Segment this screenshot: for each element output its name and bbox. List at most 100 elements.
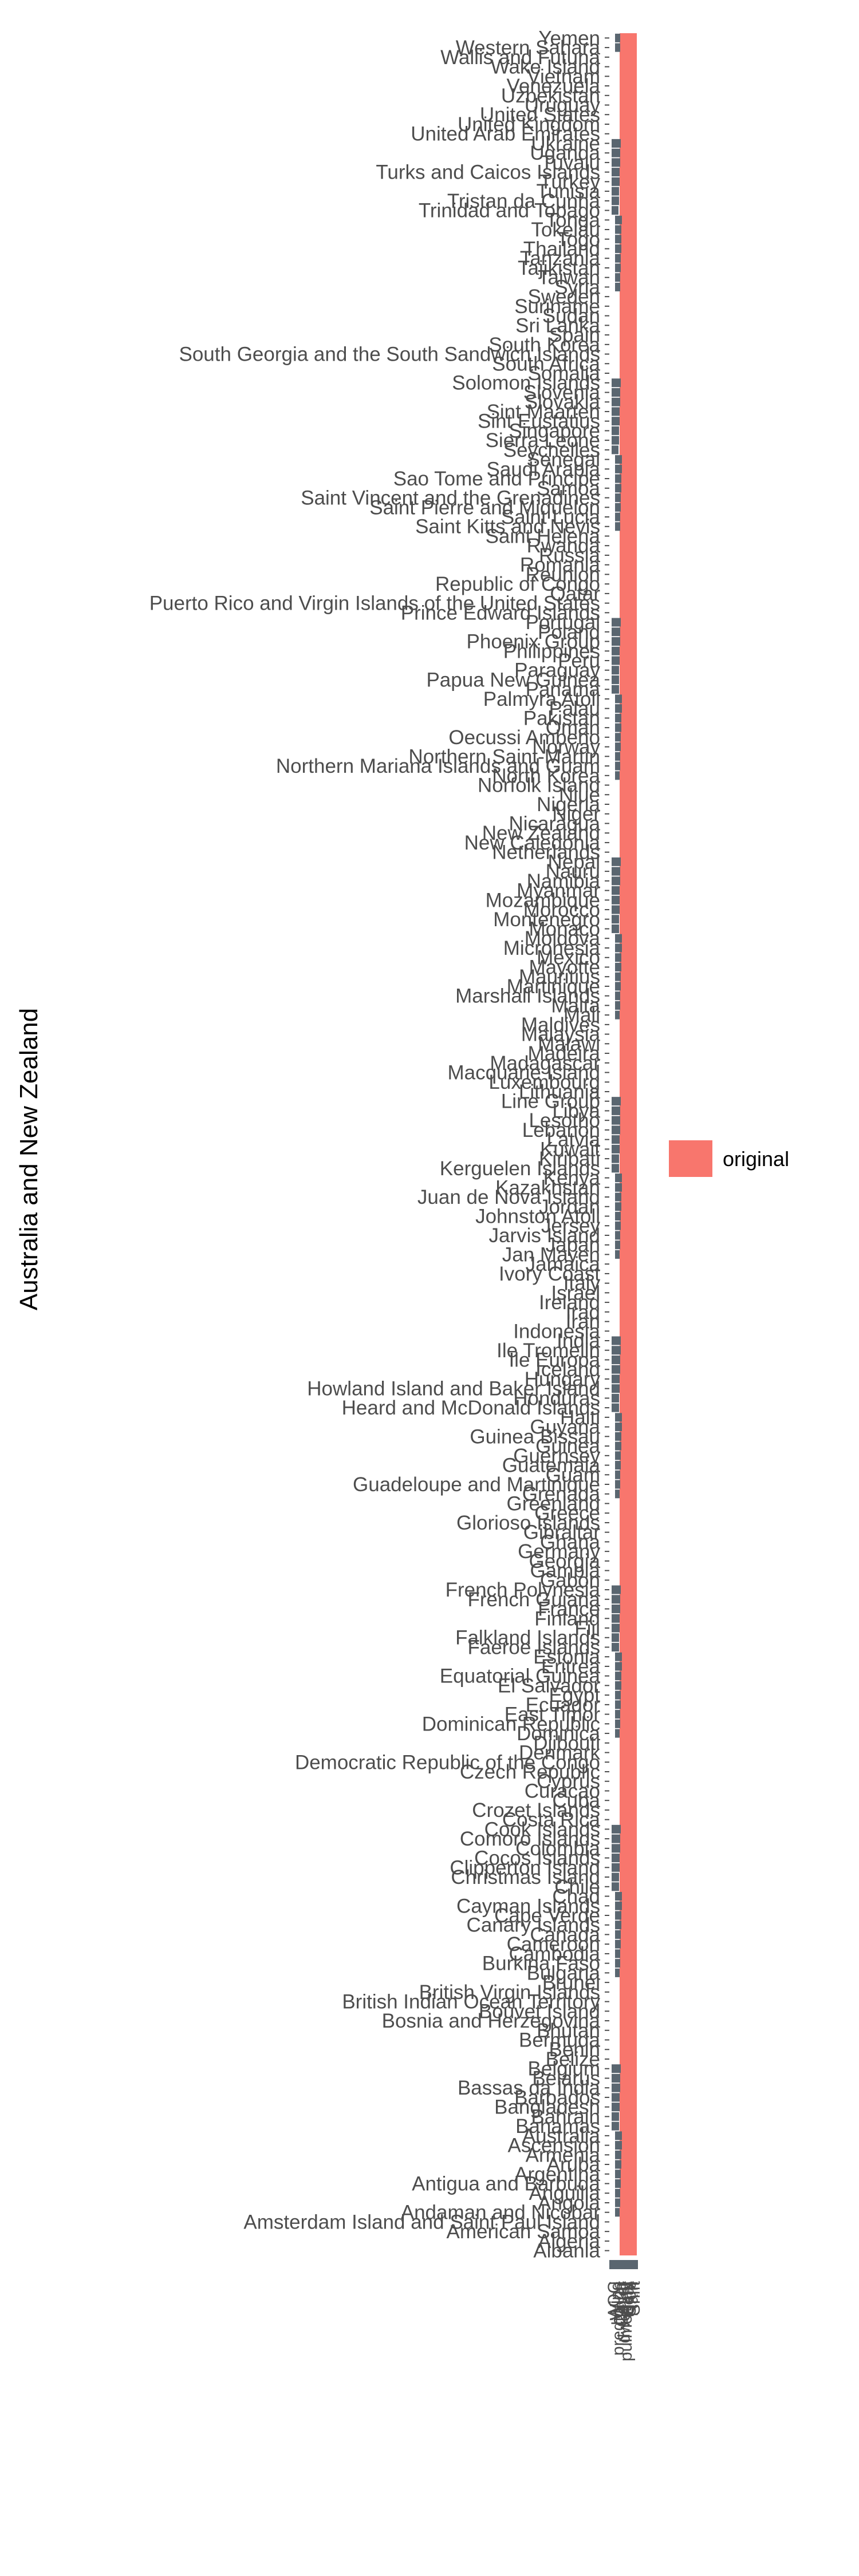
y-tick-label: Ireland [539, 1291, 600, 1314]
y-tick-label: Bermuda [519, 2029, 601, 2052]
y-tick-label: Andaman and Nicobar [401, 2202, 601, 2224]
y-tick-label: Morocco [523, 899, 600, 921]
y-tick-label: Kazakhstan [495, 1176, 600, 1199]
y-tick-label: Wallis and Futuna [440, 46, 600, 69]
y-tick-label: India [557, 1330, 600, 1352]
y-tick-label: Madeira [528, 1042, 601, 1065]
y-tick-label: Glorioso Islands [456, 1512, 600, 1534]
y-tick-label: Honduras [513, 1387, 600, 1409]
x-tick-label: dwelling [615, 2281, 634, 2343]
y-tick-label: Philippines [503, 640, 600, 662]
bar-segment [615, 263, 621, 272]
y-tick-label: Malawi [538, 1033, 600, 1055]
bar-segment [612, 139, 621, 148]
y-tick-label: Ukraine [531, 132, 600, 155]
y-tick-label: Latvia [547, 1129, 601, 1151]
y-tick-label: El Salvador [498, 1674, 600, 1697]
bar-segment [612, 867, 620, 876]
x-tick-label: pulmonary [617, 2281, 636, 2361]
y-tick-label: Nauru [546, 860, 600, 883]
bar-segment [615, 752, 620, 761]
bar-segment [615, 1939, 621, 1949]
bar-segment [615, 1891, 622, 1901]
y-tick-label: Faeroe Islands [467, 1636, 600, 1658]
y-tick-label: Oman [546, 717, 600, 739]
bar-segment [615, 455, 622, 464]
bar-segment [615, 1423, 622, 1432]
bar-segment [615, 761, 620, 771]
bar-segment [615, 1700, 621, 1709]
y-tick-label: Niger [552, 803, 600, 825]
bar-segment [612, 1623, 620, 1633]
bar-segment [615, 1911, 621, 1920]
y-tick-label: Malta [551, 994, 600, 1017]
y-tick-label: Guernsey [513, 1445, 600, 1467]
y-tick-label: Marshall Islands [455, 985, 600, 1008]
y-tick-label: Yemen [538, 27, 600, 49]
bar-segment [615, 943, 622, 953]
bar-segment [612, 426, 619, 435]
bar-segment [612, 1872, 619, 1882]
y-tick-label: Iceland [535, 1358, 600, 1381]
y-tick-label: Djibouti [533, 1732, 600, 1755]
y-tick-label: Japan [546, 1234, 600, 1257]
y-tick-label: Venezuela [507, 75, 601, 97]
bar-segment [612, 417, 620, 426]
y-tick-label: Sao Tome and Principe [393, 468, 600, 490]
bar-segment [612, 2121, 619, 2131]
bar-segment [612, 1097, 621, 1106]
y-tick-label: Chad [552, 1886, 600, 1908]
y-tick-label: Cape Verde [494, 1905, 600, 1927]
bar-segment [615, 742, 621, 752]
bar-segment [612, 2093, 620, 2102]
y-tick-label: Nicaragua [509, 812, 600, 835]
bar-segment [612, 1355, 620, 1365]
bar-segment [615, 1231, 620, 1240]
bar-segment [615, 1490, 620, 1499]
bar-segment [612, 618, 621, 627]
y-tick-label: Paraguay [514, 659, 600, 682]
y-tick-label: Estonia [533, 1646, 600, 1668]
y-tick-label: Micronesia [503, 937, 601, 959]
bar-segment [615, 2208, 620, 2217]
y-tick-label: Jamaica [526, 1253, 601, 1275]
plot-area [609, 33, 638, 2269]
y-tick-label: Greece [534, 1502, 600, 1524]
bar-segment [612, 666, 619, 675]
x-tick-label: Rain [623, 2281, 642, 2317]
y-tick-label: Palau [549, 698, 600, 720]
bar-segment [612, 675, 619, 684]
y-tick-label: Costa Rica [502, 1809, 601, 1831]
bar-segment [615, 254, 621, 263]
y-tick-label: Iraq [566, 1301, 600, 1323]
y-tick-label: Ghana [540, 1531, 601, 1553]
y-tick-label: Haiti [560, 1406, 600, 1429]
y-tick-label: Belize [546, 2048, 600, 2071]
bar-segment [615, 33, 620, 42]
x-axis: AOCWindpredictionCloudCoverdwellingpulmo… [605, 2281, 644, 2361]
bar-segment [612, 1633, 619, 1642]
y-tick-label: Jordan [539, 1196, 600, 1218]
legend: original [669, 1140, 789, 1177]
y-tick-label: Montenegro [493, 908, 600, 931]
y-tick-label: Ivory Coast [499, 1263, 600, 1285]
y-tick-label: New Caledonia [464, 832, 601, 854]
y-tick-label: Singapore [509, 420, 600, 442]
y-tick-label: United States [480, 104, 600, 126]
x-tick-label: Heat [619, 2281, 638, 2317]
y-tick-label: Saint Lucia [501, 506, 601, 528]
y-tick-label: United Kingdom [458, 113, 600, 136]
bar-segment [615, 704, 622, 713]
y-tick-label: Bahamas [515, 2115, 600, 2138]
bar-segment [615, 493, 621, 503]
y-tick-label: Gabon [540, 1569, 600, 1591]
y-tick-label: Sri Lanka [515, 314, 600, 337]
bar-segment [615, 1461, 621, 1470]
y-tick-label: Guyana [530, 1416, 600, 1439]
bar-segment [615, 1968, 620, 1977]
bar-segment [612, 206, 618, 215]
y-tick-label: Guadeloupe and Martinique [353, 1473, 600, 1496]
y-tick-label: Syria [554, 276, 600, 298]
y-tick-label: Russia [539, 544, 601, 567]
y-tick-label: Finland [534, 1607, 600, 1630]
